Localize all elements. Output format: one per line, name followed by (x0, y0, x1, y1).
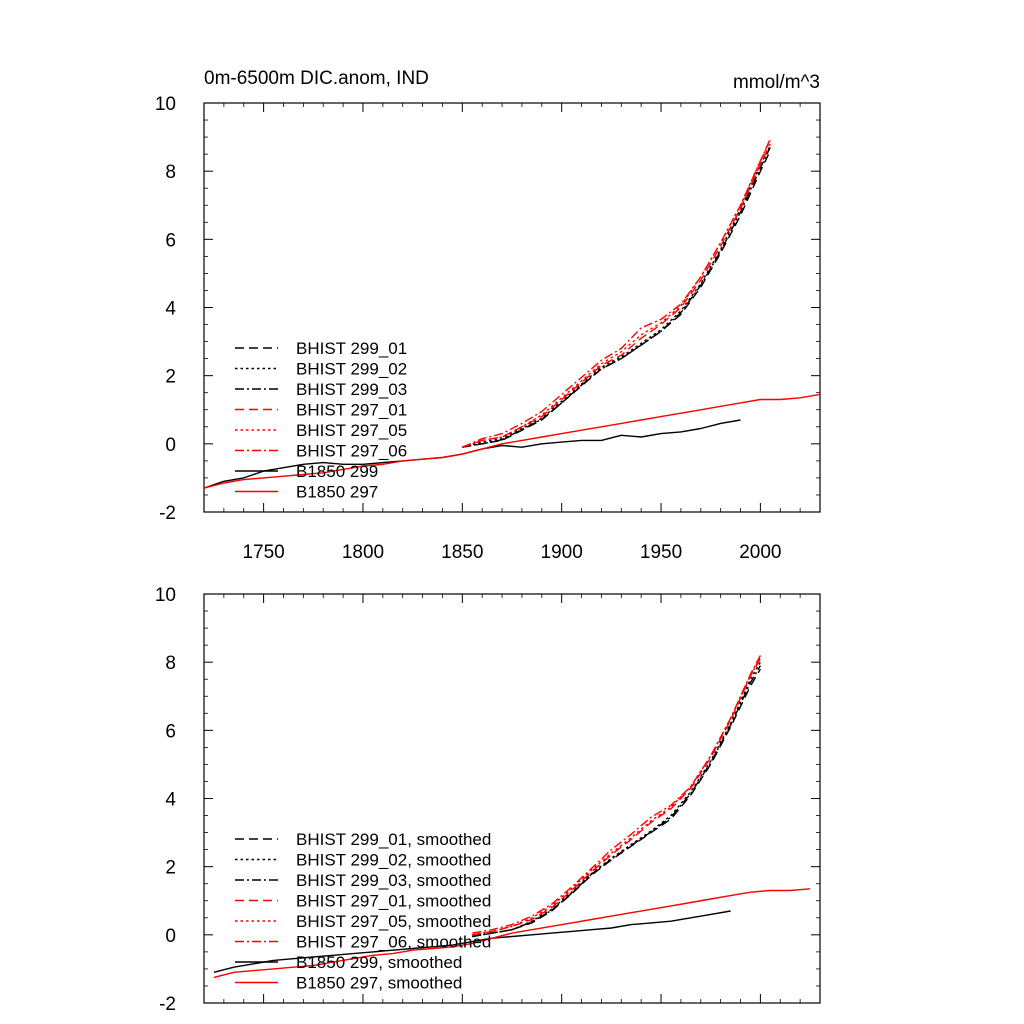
legend-entry: B1850 299, smoothed (296, 953, 462, 972)
legend-entry: B1850 297, smoothed (296, 974, 462, 993)
y-tick-label: 8 (165, 162, 176, 183)
series-line-bhist-297-01-smoothed (472, 658, 762, 936)
chart-title: 0m-6500m DIC.anom, IND (204, 68, 429, 89)
x-tick-label: 1750 (242, 542, 284, 563)
series-line-b1850-297 (204, 393, 820, 489)
legend-entry: BHIST 299_02, smoothed (296, 851, 491, 870)
y-tick-label: 0 (165, 435, 176, 456)
top-panel: 1750 1800 1850 1900 1950 2000 -2 0 2 4 6 8 10 0m-6500… (155, 68, 821, 563)
y-tick-label: 2 (165, 858, 176, 879)
x-tick-label: 1850 (441, 542, 483, 563)
series-line-bhist-299-02 (462, 145, 771, 448)
x-tick-label: 1900 (541, 542, 583, 563)
legend-entry: BHIST 299_01 (296, 339, 407, 358)
series-line-b1850-297-smoothed (213, 888, 811, 979)
chart-units: mmol/m^3 (733, 72, 820, 93)
series-line-bhist-299-01-smoothed (472, 668, 762, 938)
bottom-panel: -2 0 2 4 6 8 10 BHIST 299_01, smoothed BHIST 299… (155, 585, 821, 1015)
x-tick-label: 1950 (640, 542, 682, 563)
y-tick-label: 10 (155, 585, 176, 606)
y-tick-label: 4 (165, 299, 176, 320)
series-line-bhist-297-05 (462, 140, 771, 448)
series-line-b1850-299-smoothed (213, 910, 731, 973)
series-group (213, 655, 811, 979)
series-line-bhist-299-01 (462, 150, 771, 448)
legend-entry: BHIST 297_01, smoothed (296, 892, 491, 911)
y-tick-label: 10 (155, 94, 176, 115)
legend-entry: BHIST 299_03, smoothed (296, 871, 491, 890)
y-tick-label: 8 (165, 653, 176, 674)
series-group (204, 138, 820, 489)
legend-entry: BHIST 297_06 (296, 442, 407, 461)
legend-entry: BHIST 297_05, smoothed (296, 912, 491, 931)
x-tick-label: 1800 (342, 542, 384, 563)
y-tick-label: 4 (165, 790, 176, 811)
x-tick-label: 2000 (739, 542, 781, 563)
series-line-bhist-297-05-smoothed (472, 656, 762, 936)
series-line-bhist-299-03 (462, 146, 771, 448)
y-tick-label: -2 (159, 994, 176, 1015)
legend-entry: BHIST 299_03 (296, 380, 407, 399)
legend-entry: BHIST 299_01, smoothed (296, 830, 491, 849)
legend-entry: B1850 299 (296, 462, 378, 481)
series-line-bhist-297-06-smoothed (472, 655, 762, 934)
series-line-bhist-299-02-smoothed (472, 661, 762, 938)
y-tick-label: 2 (165, 367, 176, 388)
series-line-b1850-299 (204, 419, 741, 489)
y-tick-label: -2 (159, 503, 176, 524)
legend-entry: B1850 297 (296, 483, 378, 502)
legend-entry: BHIST 297_01 (296, 401, 407, 420)
legend-entry: BHIST 299_02 (296, 360, 407, 379)
series-line-bhist-297-06 (462, 138, 771, 448)
y-tick-label: 0 (165, 926, 176, 947)
series-line-bhist-299-03-smoothed (472, 665, 762, 938)
legend-entry: BHIST 297_06, smoothed (296, 933, 491, 952)
y-tick-label: 6 (165, 230, 176, 251)
series-line-bhist-297-01 (462, 143, 771, 448)
y-tick-label: 6 (165, 721, 176, 742)
legend-entry: BHIST 297_05 (296, 421, 407, 440)
